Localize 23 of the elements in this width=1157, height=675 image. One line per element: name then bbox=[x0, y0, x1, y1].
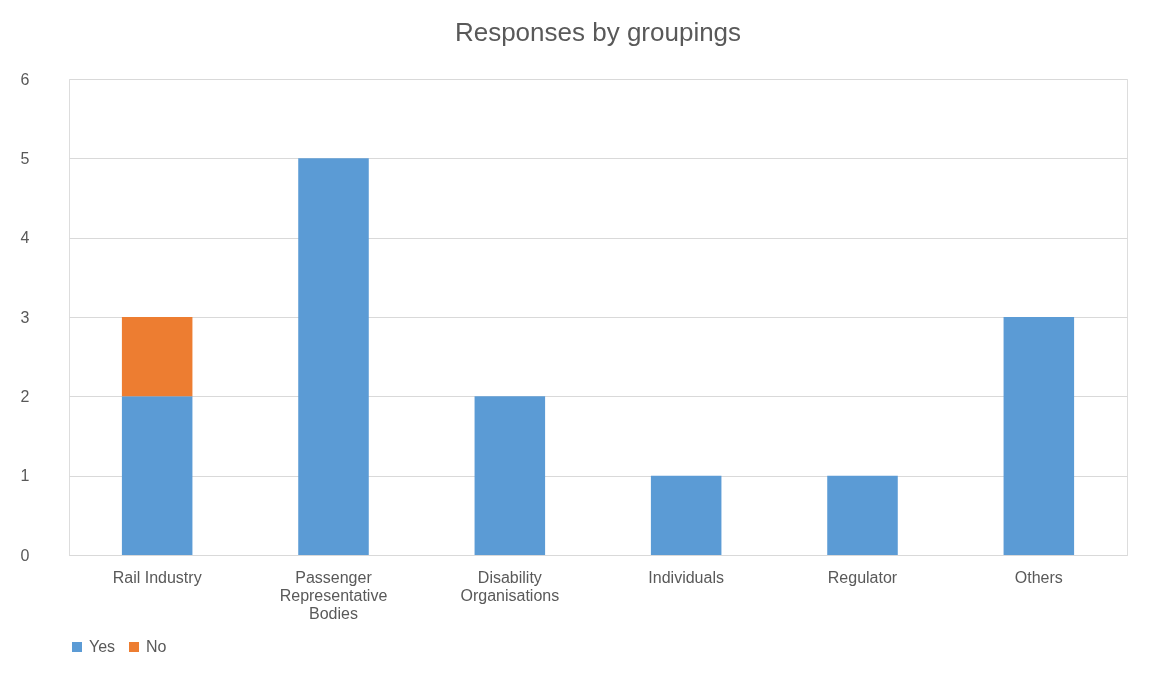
y-tick-label: 3 bbox=[20, 308, 30, 326]
legend-label: Yes bbox=[89, 638, 116, 655]
x-tick-label: Individuals bbox=[648, 568, 724, 586]
x-tick-label: Others bbox=[1014, 568, 1063, 586]
y-tick-label: 6 bbox=[20, 70, 30, 88]
x-tick-label: Passenger Representative Bodies bbox=[279, 568, 388, 622]
y-tick-label: 2 bbox=[20, 387, 30, 405]
bar bbox=[121, 396, 193, 555]
bar bbox=[1003, 317, 1075, 555]
y-tick-label: 5 bbox=[20, 149, 30, 167]
x-tick-label: Regulator bbox=[827, 568, 898, 586]
bar bbox=[121, 317, 193, 397]
bar bbox=[298, 158, 369, 555]
bar bbox=[474, 396, 546, 555]
bar bbox=[827, 475, 898, 555]
chart-title: Responses by groupings bbox=[454, 17, 742, 47]
x-tick-label: Disability Organisations bbox=[460, 568, 560, 604]
legend-label: No bbox=[146, 638, 167, 655]
x-tick-label: Rail Industry bbox=[112, 568, 202, 586]
y-tick-label: 4 bbox=[20, 229, 30, 247]
y-tick-label: 1 bbox=[20, 467, 30, 485]
y-tick-label: 0 bbox=[20, 546, 30, 564]
bar bbox=[650, 475, 722, 555]
